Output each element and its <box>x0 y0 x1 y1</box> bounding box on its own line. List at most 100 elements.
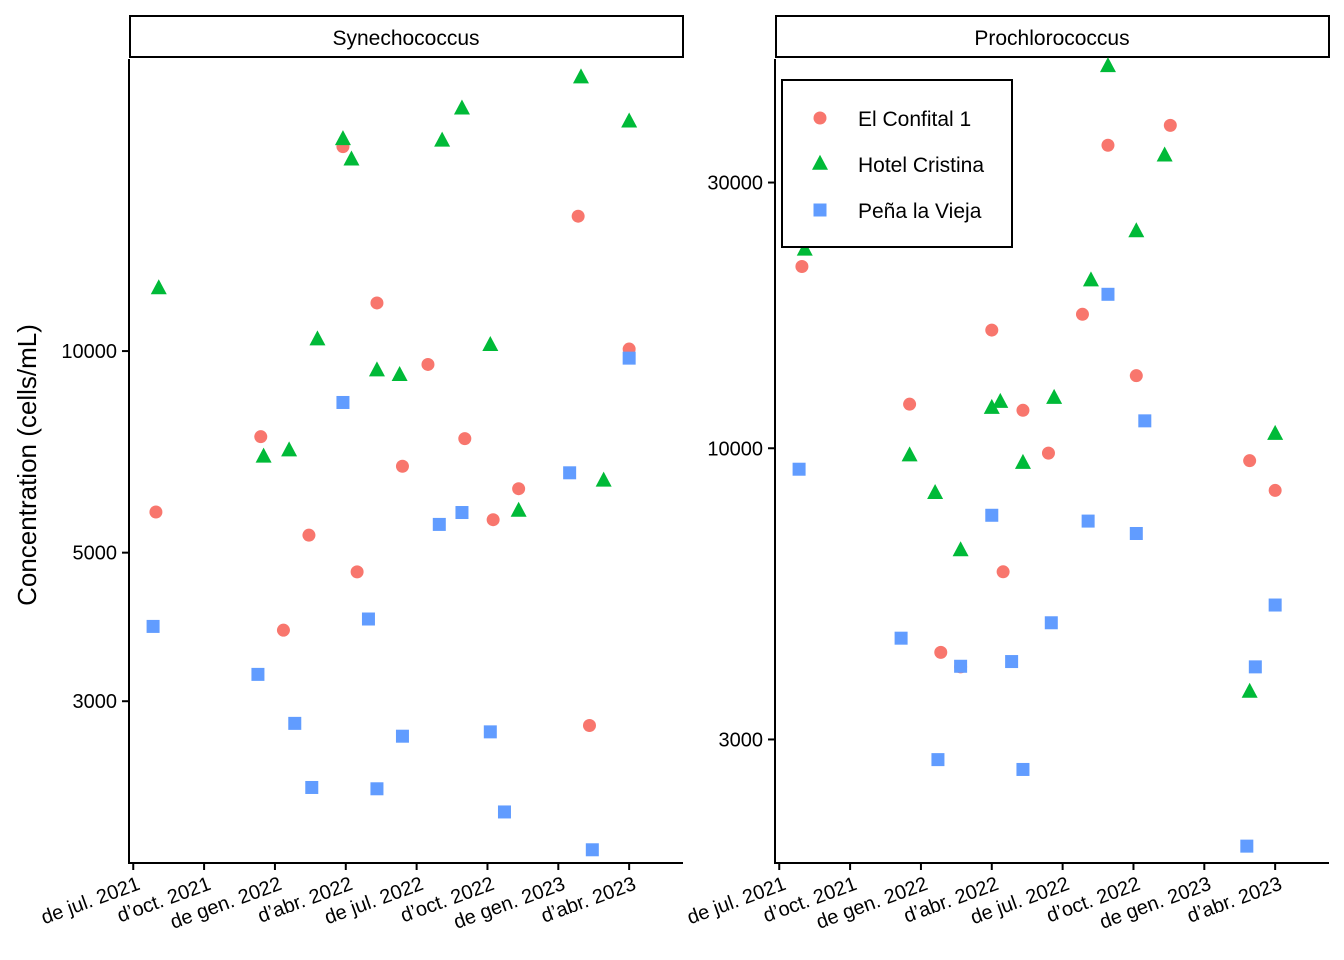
legend-label: Hotel Cristina <box>858 154 984 177</box>
data-point <box>985 323 999 337</box>
data-point <box>927 484 944 500</box>
data-point <box>992 392 1009 408</box>
facet-strip <box>129 15 684 58</box>
facet-strip <box>775 15 1330 58</box>
data-point <box>1243 454 1257 468</box>
y-tick-label: 10000 <box>707 438 763 460</box>
legend: El Confital 1 Hotel Cristina Peña la Vieja <box>781 79 1013 248</box>
y-tick-label: 30000 <box>707 173 763 195</box>
data-point <box>1163 118 1177 132</box>
data-point <box>288 716 302 730</box>
data-point <box>1268 483 1282 497</box>
data-point <box>350 565 364 579</box>
data-point <box>512 482 526 496</box>
data-point <box>1082 271 1099 287</box>
data-point <box>1041 446 1055 460</box>
data-point <box>276 623 290 637</box>
data-point <box>510 501 527 517</box>
data-point <box>334 130 351 146</box>
data-point <box>1005 655 1019 669</box>
data-point <box>894 631 908 645</box>
data-point <box>1268 598 1282 612</box>
data-point <box>934 645 948 659</box>
y-tick-label: 10000 <box>61 341 117 363</box>
data-point <box>582 718 596 732</box>
data-point <box>343 150 360 166</box>
data-point <box>150 279 167 295</box>
data-point <box>1099 57 1116 73</box>
data-point <box>1016 403 1030 417</box>
legend-key-circle <box>813 111 827 125</box>
data-point <box>395 729 409 743</box>
data-point <box>621 112 638 128</box>
data-point <box>391 366 408 382</box>
data-point <box>336 395 350 409</box>
data-point <box>1129 369 1143 383</box>
data-point <box>1101 287 1115 301</box>
data-point <box>370 296 384 310</box>
data-point <box>482 336 499 352</box>
data-point <box>1075 307 1089 321</box>
data-point <box>432 517 446 531</box>
data-point <box>421 357 435 371</box>
data-point <box>309 330 326 346</box>
data-point <box>901 446 918 462</box>
data-point <box>931 753 945 767</box>
legend-box <box>781 79 1013 248</box>
data-point <box>483 725 497 739</box>
data-point <box>1046 388 1063 404</box>
data-point <box>563 466 577 480</box>
data-point <box>571 209 585 223</box>
data-point <box>985 508 999 522</box>
y-tick-label: 5000 <box>73 543 118 565</box>
data-point <box>996 565 1010 579</box>
data-point <box>486 513 500 527</box>
data-point <box>368 361 385 377</box>
data-point <box>1128 222 1145 238</box>
data-point <box>361 612 375 626</box>
data-point <box>434 131 451 147</box>
series-el-confital-1 <box>149 140 636 732</box>
data-point <box>370 782 384 796</box>
series-pe-a-la-vieja <box>146 351 636 857</box>
legend-item: El Confital 1 <box>813 108 971 131</box>
data-point <box>796 240 813 256</box>
data-point <box>281 441 298 457</box>
facet-title: Synechococcus <box>332 27 479 50</box>
data-point <box>395 459 409 473</box>
data-point <box>1101 138 1115 152</box>
data-point <box>458 432 472 446</box>
data-point <box>1044 616 1058 630</box>
series-hotel-cristina <box>796 57 1284 698</box>
data-point <box>255 447 272 463</box>
data-point <box>572 68 589 84</box>
data-point <box>146 619 160 633</box>
series-pe-a-la-vieja <box>792 287 1282 853</box>
y-axis-label: Concentration (cells/mL) <box>12 324 42 606</box>
data-point <box>983 398 1000 414</box>
legend-item: Peña la Vieja <box>813 200 982 223</box>
data-point <box>952 541 969 557</box>
data-point <box>795 260 809 274</box>
data-point <box>1240 839 1254 853</box>
data-point <box>1241 682 1258 698</box>
data-point <box>954 659 968 673</box>
facet-title: Prochlorococcus <box>974 27 1129 50</box>
data-point <box>453 99 470 115</box>
legend-item: Hotel Cristina <box>812 154 984 177</box>
data-point <box>302 528 316 542</box>
data-point <box>1014 453 1031 469</box>
data-point <box>1156 146 1173 162</box>
data-point <box>305 780 319 794</box>
data-point <box>251 667 265 681</box>
legend-key-square <box>813 203 827 217</box>
data-point <box>1081 514 1095 528</box>
legend-key-triangle <box>812 154 828 170</box>
data-point <box>497 805 511 819</box>
legend-label: Peña la Vieja <box>858 200 982 223</box>
data-point <box>903 397 917 411</box>
data-point <box>1248 660 1262 674</box>
data-point <box>585 843 599 857</box>
